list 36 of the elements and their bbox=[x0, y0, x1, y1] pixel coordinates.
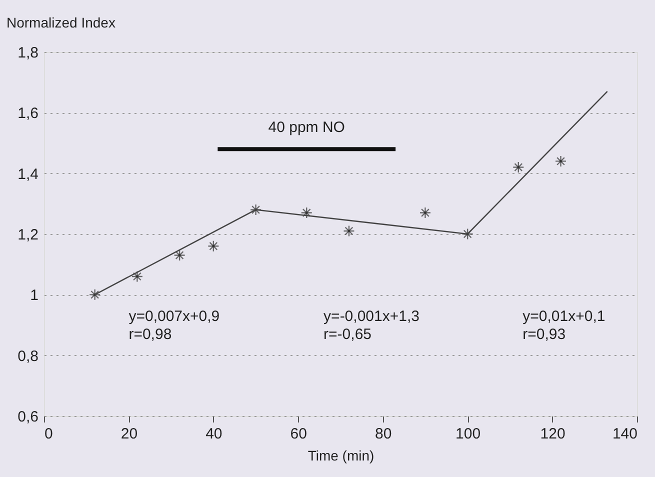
annotation: y=0,007x+0,9 bbox=[128, 308, 220, 325]
annotation: y=0,01x+0,1 bbox=[522, 308, 606, 325]
point bbox=[131, 270, 144, 282]
annotation: r=0,98 bbox=[128, 326, 172, 344]
y-tick-label: 1,8 bbox=[18, 44, 38, 62]
y-tick-label: 1,2 bbox=[18, 226, 38, 244]
y-tick-label: 1 bbox=[30, 287, 38, 304]
point bbox=[250, 204, 262, 216]
x-tick-label: 60 bbox=[290, 426, 307, 442]
x-tick-label: 140 bbox=[612, 426, 638, 442]
annotation: r=-0,65 bbox=[324, 326, 372, 344]
point bbox=[554, 155, 567, 168]
point bbox=[208, 240, 220, 252]
y-tick-label: 1,4 bbox=[18, 166, 38, 183]
y-axis-title: Normalized Index bbox=[6, 14, 116, 30]
x-tick-label: 20 bbox=[120, 426, 138, 442]
x-tick-label: 80 bbox=[375, 426, 392, 442]
point bbox=[174, 249, 186, 262]
x-tick-label: 40 bbox=[206, 426, 222, 442]
x-tick-label: 120 bbox=[540, 426, 566, 442]
point bbox=[343, 225, 355, 237]
point bbox=[462, 228, 474, 240]
annotation: y=-0,001x+1,3 bbox=[324, 308, 420, 325]
point bbox=[300, 206, 312, 219]
annotation: r=0,93 bbox=[522, 326, 566, 344]
point bbox=[88, 288, 101, 301]
x-tick-label: 100 bbox=[456, 426, 481, 442]
y-tick-label: 0,8 bbox=[18, 348, 38, 365]
point bbox=[419, 206, 432, 219]
x-axis-title: Time (min) bbox=[308, 448, 374, 464]
y-tick-label: 0,6 bbox=[18, 408, 38, 426]
series-label: 40 ppm NO bbox=[268, 119, 345, 136]
point bbox=[512, 161, 524, 174]
line-series bbox=[94, 90, 608, 296]
x-tick-label: 0 bbox=[44, 426, 53, 442]
y-tick-label: 1,6 bbox=[18, 105, 38, 122]
